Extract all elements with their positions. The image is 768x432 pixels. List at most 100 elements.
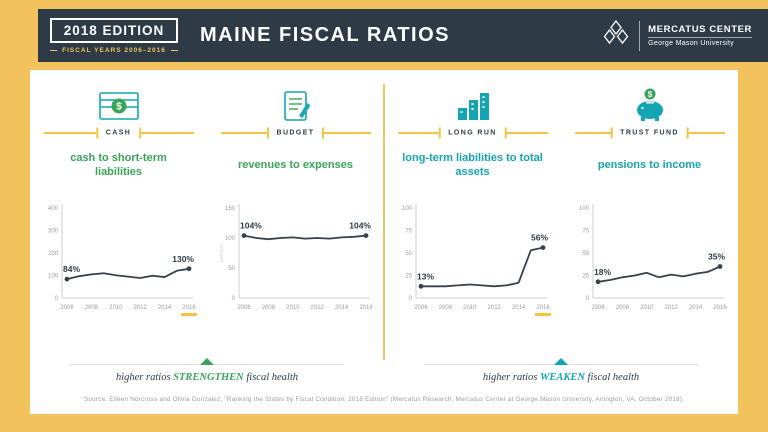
svg-text:200: 200 [47,251,58,257]
vertical-divider [383,84,385,360]
section-cash: $ CASH cash to short-term liabilities 0 1… [30,84,207,336]
section-long-run: LONG RUN long-term liabilities to total … [384,84,561,336]
svg-text:2016: 2016 [359,305,373,311]
mercatus-logo: MERCATUS CENTER George Mason University [601,19,752,52]
svg-text:2014: 2014 [157,305,171,311]
svg-text:2012: 2012 [310,305,324,311]
svg-text:75: 75 [405,229,412,235]
svg-text:2014: 2014 [334,305,348,311]
up-triangle-teal-icon [554,358,568,365]
budget-document-icon [278,84,314,122]
svg-text:0: 0 [231,296,235,302]
svg-text:400: 400 [47,206,58,212]
svg-text:2010: 2010 [109,305,123,311]
svg-text:18%: 18% [594,267,611,277]
svg-text:2010: 2010 [640,305,654,311]
svg-text:2006: 2006 [237,305,251,311]
section-label-long-run: LONG RUN [438,127,507,139]
svg-text:0: 0 [585,296,589,302]
mercatus-diamonds-icon [601,19,631,52]
buildings-bars-icon [453,84,493,122]
svg-text:2008: 2008 [438,305,452,311]
svg-text:100: 100 [578,206,589,212]
section-subtitle-budget: revenues to expenses [238,159,353,172]
svg-text:2006: 2006 [60,305,74,311]
svg-text:$: $ [116,102,122,113]
section-rule: LONG RUN [397,127,548,139]
svg-text:100: 100 [401,206,412,212]
svg-text:2012: 2012 [487,305,501,311]
svg-text:25: 25 [405,274,412,280]
svg-text:130%: 130% [172,254,194,264]
svg-text:2012: 2012 [133,305,147,311]
svg-text:2014: 2014 [511,305,525,311]
logo-name: MERCATUS CENTER [648,24,752,35]
svg-text:300: 300 [47,229,58,235]
svg-text:0: 0 [408,296,412,302]
svg-text:2014: 2014 [688,305,702,311]
section-label-trust-fund: TRUST FUND [610,127,689,139]
up-triangle-green-icon [200,358,214,365]
svg-text:2008: 2008 [615,305,629,311]
svg-text:2006: 2006 [414,305,428,311]
section-rule: CASH [43,127,194,139]
footer-strengthen: higher ratios STRENGTHEN fiscal health [30,358,384,383]
svg-text:0: 0 [54,296,58,302]
svg-text:percent: percent [219,243,225,262]
svg-text:2010: 2010 [463,305,477,311]
svg-text:50: 50 [582,251,589,257]
svg-text:25: 25 [582,274,589,280]
trust-fund-chart: 0 25 50 75 100 2006 2008 2010 2012 2014 2016 18% 35% [570,186,730,336]
svg-text:84%: 84% [63,264,80,274]
source-citation: Source: Eileen Norcross and Olivia Gonza… [83,396,685,403]
piggy-bank-icon: $ [630,84,670,122]
svg-text:2012: 2012 [664,305,678,311]
header-bar: 2018 EDITION FISCAL YEARS 2006–2016 MAIN… [38,9,768,62]
footer-rule-left [70,358,344,365]
svg-text:100: 100 [47,274,58,280]
logo-text: MERCATUS CENTER George Mason University [648,24,752,47]
svg-text:$: $ [647,90,652,99]
section-subtitle-trust-fund: pensions to income [597,159,702,172]
svg-text:2008: 2008 [261,305,275,311]
svg-text:2016: 2016 [182,305,196,311]
logo-subtitle: George Mason University [648,37,752,47]
section-rule: BUDGET [220,127,371,139]
section-subtitle-long-run: long-term liabilities to total assets [402,152,543,178]
svg-text:35%: 35% [707,252,724,262]
section-subtitle-cash: cash to short-term liabilities [70,152,167,178]
section-rule: TRUST FUND [574,127,725,139]
svg-text:104%: 104% [240,221,262,231]
svg-text:2010: 2010 [286,305,300,311]
footer-prefix: higher ratios [482,372,538,383]
footer-keyword-strengthen: STRENGTHEN [173,372,244,383]
svg-text:100: 100 [224,236,235,242]
footer-suffix: fiscal health [246,372,298,383]
edition-badge: 2018 EDITION [50,17,178,43]
logo-divider [639,20,641,51]
footer-weaken: higher ratios WEAKEN fiscal health [384,358,738,383]
footer-keyword-weaken: WEAKEN [539,372,585,383]
svg-text:2006: 2006 [591,305,605,311]
chart-columns: $ CASH cash to short-term liabilities 0 1… [30,70,738,336]
svg-text:56%: 56% [530,233,547,243]
svg-text:2016: 2016 [713,305,727,311]
svg-text:150: 150 [224,206,235,212]
svg-text:13%: 13% [417,271,434,281]
cash-chart: 0 100 200 300 400 2006 2008 2010 2012 2014 2016 84%… [39,186,199,336]
section-budget: BUDGET revenues to expenses 0 50 100 150 200… [207,84,384,336]
money-icon: $ [97,84,141,122]
footer-suffix: fiscal health [587,372,640,383]
svg-text:50: 50 [405,251,412,257]
section-trust-fund: $ TRUST FUND pensions to income 0 25 50 75 1… [561,84,738,336]
svg-text:75: 75 [582,229,589,235]
footer-prefix: higher ratios [115,372,171,383]
footer-text-weaken: higher ratios WEAKEN fiscal health [384,372,738,383]
section-label-budget: BUDGET [266,127,325,139]
section-label-cash: CASH [95,127,142,139]
budget-chart: 0 50 100 150 2006 2008 2010 2012 2014 2016 percent… [216,186,376,336]
footer-text-strengthen: higher ratios STRENGTHEN fiscal health [30,372,384,383]
page-title: MAINE FISCAL RATIOS [200,24,450,46]
long-run-chart: 0 25 50 75 100 2006 2008 2010 2012 2014 2016 13% 56% [393,186,553,336]
